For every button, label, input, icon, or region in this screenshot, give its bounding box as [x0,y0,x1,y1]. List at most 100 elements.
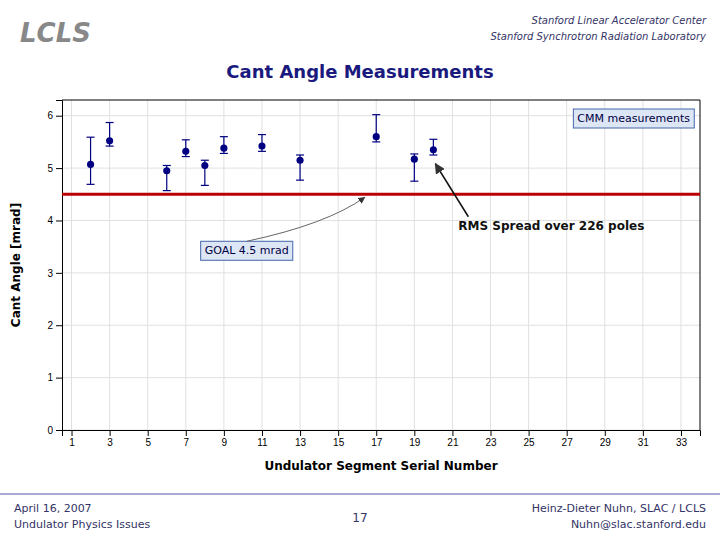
x-tick-label: 23 [485,437,497,448]
error-bar-cap-low [372,141,380,142]
x-tick-mark [186,430,187,436]
footer-right-text: Heinz-Dieter Nuhn, SLAC / LCLS [532,502,706,515]
x-tick: 11 [257,430,268,448]
x-tick: 21 [447,430,459,448]
x-tick-mark [491,430,492,436]
error-bar-cap-low [296,180,304,181]
x-tick: 5 [145,430,151,448]
grid-line-x [338,100,339,430]
header-text: Stanford Linear Accelerator Center [532,15,707,26]
footer-left-text: Undulator Physics Issues [14,518,150,531]
plot-frame-top [62,100,700,101]
grid-line-x [109,100,110,430]
x-tick-mark [72,430,73,436]
page-number: 17 [352,511,367,525]
footer-rule [0,494,720,495]
rms-label: RMS Spread over 226 poles [458,219,644,233]
point [220,145,227,152]
error-bar-cap-high [106,122,114,123]
x-tick-label: 7 [184,437,190,448]
grid-line-y [62,272,700,273]
grid-line-y [62,377,700,378]
x-axis-line [63,431,701,437]
y-tick-label: 2 [47,320,53,331]
y-tick: 4 [47,215,62,226]
error-bar [201,160,209,185]
point [411,156,418,163]
error-bar-cap-low [429,154,437,155]
x-tick-label: 1 [69,437,75,448]
x-tick: 17 [371,430,383,448]
error-bar [182,140,190,157]
error-bar [87,137,95,184]
annotations: CMM measurements GOAL 4.5 mrad RMS Spread … [201,109,695,260]
y-tick-mark [56,116,62,117]
x-axis-title: Undulator Segment Serial Number [264,459,497,473]
x-tick-mark [338,430,339,436]
x-tick-mark [681,430,682,436]
error-bar [220,137,228,154]
footer-left-text: April 16, 2007 [14,502,92,515]
x-tick: 29 [600,430,612,448]
y-tick: 6 [47,110,62,121]
x-tick-mark [452,430,453,436]
x-tick-label: 31 [638,437,650,448]
title: Cant Angle Measurements [226,61,493,82]
x-tick-mark [376,430,377,436]
x-tick: 25 [524,430,536,448]
point [430,146,437,153]
cmm-label: CMM measurements [573,109,694,128]
x-tick-mark [643,430,644,436]
error-bar-cap-low [87,184,95,185]
error-bar-cap-high [182,139,190,140]
point [296,157,303,164]
x-tick-label: 29 [600,437,612,448]
x-tick: 15 [333,430,345,448]
goal-label: GOAL 4.5 mrad [201,241,293,260]
x-tick-label: 13 [295,437,307,448]
error-bar-cap-low [410,181,418,182]
header-text: Stanford Synchrotron Radiation Laborator… [491,31,708,42]
grid-line-x [642,100,643,430]
x-tick: 31 [638,430,650,448]
grid-line-x [376,100,377,430]
grid-line-x [566,100,567,430]
y-tick: 3 [47,268,62,279]
x-tick-label: 3 [107,437,113,448]
y-tick-mark [56,168,62,169]
error-bar-cap-low [106,145,114,146]
y-tick-mark [56,220,62,221]
x-tick-mark [529,430,530,436]
cmm-label-box [573,109,694,128]
y-tick-label: 4 [47,215,53,226]
rms-arrow [435,164,468,217]
error-bar-cap-low [201,185,209,186]
x-tick-label: 11 [257,437,268,448]
error-bar-cap-high [220,136,228,137]
x-axis: 13579111315171921232527293133 [63,430,701,448]
error-bar [258,135,266,152]
error-bar-cap-low [220,153,228,154]
point [258,143,265,150]
x-tick-mark [148,430,149,436]
x-tick-label: 27 [562,437,574,448]
x-tick-mark [110,430,111,436]
y-tick: 5 [47,163,62,174]
y-axis-title: Cant Angle [mrad] [9,203,23,327]
x-tick: 7 [184,430,190,448]
error-bar [410,154,418,181]
point [373,133,380,140]
point [87,161,94,168]
x-tick-label: 15 [333,437,345,448]
error-bar-cap-high [296,154,304,155]
x-tick-mark [567,430,568,436]
x-tick: 27 [562,430,574,448]
error-bar-cap-low [182,156,190,157]
goal-arrow [247,197,365,241]
error-bar-cap-low [258,151,266,152]
grid-line-x [414,100,415,430]
y-tick-label: 1 [47,372,53,383]
x-tick: 19 [409,430,421,448]
error-bar-cap-high [87,137,95,138]
y-tick-mark [56,378,62,379]
